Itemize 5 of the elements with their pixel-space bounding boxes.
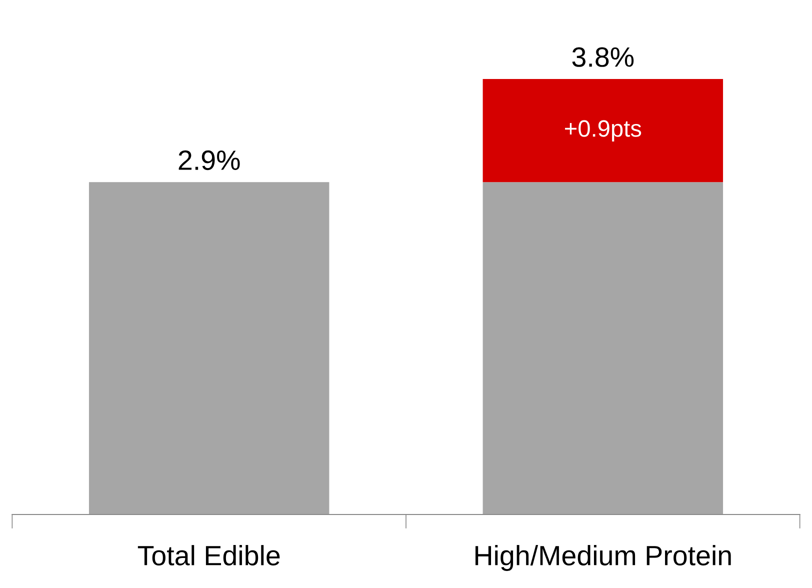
data-label: +0.9pts <box>565 120 642 142</box>
total-label: 2.9% <box>178 150 240 170</box>
total-label: 3.8% <box>572 47 634 67</box>
x-tick-label: Total Edible <box>138 545 280 566</box>
x-tick-label: High/Medium Protein <box>476 545 731 571</box>
